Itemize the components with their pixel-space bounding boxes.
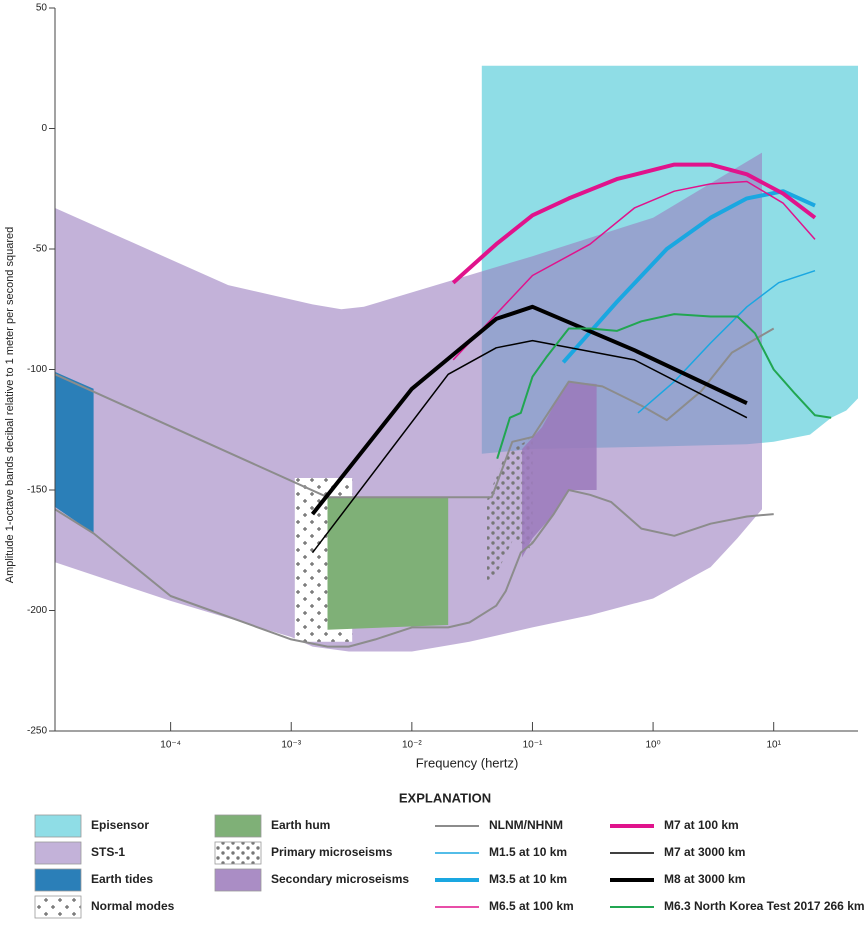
line xyxy=(637,269,816,414)
x-tick-label: 10⁻⁴ xyxy=(160,740,181,751)
legend-label: M1.5 at 10 km xyxy=(489,845,567,859)
area xyxy=(487,437,533,587)
y-tick-label: -150 xyxy=(27,485,47,496)
x-tick-label: 10⁻¹ xyxy=(523,740,543,751)
legend-label: M6.3 North Korea Test 2017 266 km xyxy=(664,899,865,913)
legend-swatch xyxy=(34,814,82,838)
y-tick-label: -250 xyxy=(27,726,47,737)
line xyxy=(561,189,816,364)
line xyxy=(452,180,816,361)
legend-swatch xyxy=(34,841,82,865)
legend-label: Episensor xyxy=(91,818,149,832)
legend-label: Earth hum xyxy=(271,818,330,832)
legend-title: EXPLANATION xyxy=(399,790,491,805)
legend-label: NLNM/NHNM xyxy=(489,818,563,832)
legend-label: M8 at 3000 km xyxy=(664,872,745,886)
legend-label: STS-1 xyxy=(91,845,125,859)
legend-swatch xyxy=(34,895,82,919)
x-axis-label: Frequency (hertz) xyxy=(416,755,519,770)
line xyxy=(310,304,748,516)
legend-label: M7 at 3000 km xyxy=(664,845,745,859)
line xyxy=(311,339,748,554)
legend-swatch xyxy=(214,868,262,892)
legend-label: Primary microseisms xyxy=(271,845,393,859)
area xyxy=(55,371,94,534)
x-tick-label: 10⁻² xyxy=(402,740,422,751)
legend-label: M6.5 at 100 km xyxy=(489,899,574,913)
line xyxy=(54,489,774,648)
legend-swatch xyxy=(214,814,262,838)
y-tick-label: -200 xyxy=(27,605,47,616)
y-tick-label: 0 xyxy=(41,123,47,134)
y-tick-label: 50 xyxy=(36,3,48,14)
area xyxy=(327,497,449,630)
x-tick-label: 10⁰ xyxy=(646,740,661,751)
legend-label: M7 at 100 km xyxy=(664,818,739,832)
legend-swatch xyxy=(214,841,262,865)
y-tick-label: -100 xyxy=(27,364,47,375)
area xyxy=(522,381,597,558)
legend-label: Normal modes xyxy=(91,899,175,913)
x-tick-label: 10⁻³ xyxy=(281,740,301,751)
line xyxy=(451,162,817,285)
x-tick-label: 10¹ xyxy=(766,740,781,751)
legend-swatch xyxy=(34,868,82,892)
plot-area xyxy=(54,65,858,652)
legend-label: Secondary microseisms xyxy=(271,872,409,886)
line xyxy=(496,313,832,459)
legend-label: Earth tides xyxy=(91,872,153,886)
legend-label: M3.5 at 10 km xyxy=(489,872,567,886)
area xyxy=(55,152,762,652)
y-tick-label: -50 xyxy=(33,244,48,255)
y-axis-label: Amplitude 1-octave bands decibal relativ… xyxy=(4,227,16,584)
